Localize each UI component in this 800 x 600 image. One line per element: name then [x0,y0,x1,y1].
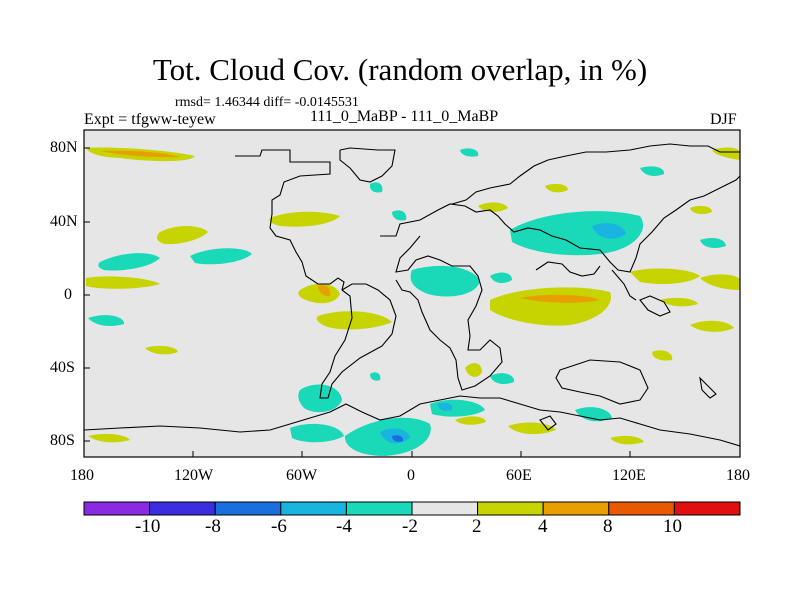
anomaly-negative [370,372,381,381]
coastline [380,175,740,273]
colorbar-box [542,501,610,516]
colorbar-label: -4 [336,516,352,537]
anomaly-positive [316,311,392,330]
colorbar-label: -10 [135,516,161,537]
coastline [699,376,717,399]
anomaly-positive [318,285,331,297]
coastline [535,261,601,277]
anomaly-positive [455,416,486,425]
difference-subtitle: 111_0_MaBP - 111_0_MaBP [310,108,499,125]
coastlines [84,143,740,447]
anomaly-negative [700,238,726,248]
anomaly-negative [490,373,515,384]
anomaly-negative [592,223,626,239]
anomaly-negative [98,253,160,271]
anomaly-negative [575,407,612,422]
colorbar-label: -2 [402,516,418,537]
colorbar-label: 10 [663,516,682,537]
anomaly-fields [86,147,740,456]
y-tick-label: 40S [50,359,75,376]
colorbar-box [673,501,741,516]
coastline [539,415,557,431]
anomaly-positive [465,363,482,377]
anomaly-positive [100,150,180,158]
coastline [395,235,503,391]
colorbar-box [149,501,216,516]
colorbar-box [608,501,675,516]
anomaly-positive [690,320,734,332]
anomaly-positive [610,435,644,445]
anomaly-positive [86,276,160,289]
anomaly-positive [88,433,130,443]
colorbar-label: -8 [205,516,221,537]
anomaly-negative [369,182,383,193]
anomaly-positive [520,294,600,303]
colorbar-label: 4 [538,516,548,537]
coastline [451,143,740,205]
colorbar-box [345,501,413,516]
y-tick-label: 40N [50,213,78,230]
x-tick-label: 120E [612,467,646,484]
coastline [555,359,649,405]
anomaly-negative [190,248,252,265]
anomaly-positive [712,147,740,160]
anomaly-negative [410,265,480,297]
coastline [339,147,396,183]
anomaly-negative [88,315,125,326]
anomaly-positive [700,274,740,290]
coastline [235,149,345,291]
colorbar-box [83,501,151,516]
plot-title: Tot. Cloud Cov. (random overlap, in %) [152,52,648,87]
coastline [639,295,671,317]
anomaly-positive [298,283,340,304]
stats-text: rmsd= 1.46344 diff= -0.0145531 [175,95,359,110]
anomaly-negative [490,272,512,284]
coastline [611,269,637,301]
anomaly-positive [478,202,508,212]
anomaly-positive [269,211,340,227]
anomaly-positive [545,183,568,193]
anomaly-negative [392,210,407,221]
y-tick-label: 80S [50,432,75,449]
colorbar-box [477,501,544,516]
season-label: DJF [710,111,737,128]
y-tick-label: 80N [50,139,78,156]
coastline [84,395,740,447]
anomaly-positive [652,350,673,361]
anomaly-positive [690,205,712,215]
experiment-label: Expt = tfgww-teyew [84,111,216,128]
x-tick-label: 60E [506,467,532,484]
colorbar-box [280,501,347,516]
anomaly-positive [630,268,700,284]
x-tick-label: 0 [407,467,415,484]
x-tick-label: 180 [70,467,94,484]
y-tick-label: 0 [64,286,72,303]
x-tick-label: 60W [286,467,318,484]
colorbar-label: 2 [472,516,482,537]
colorbar-label: -6 [271,516,287,537]
anomaly-negative [290,423,344,443]
colorbar [83,501,741,516]
x-tick-label: 180 [726,467,750,484]
axis-ticks [83,147,741,457]
anomaly-negative [438,402,453,411]
x-tick-label: 120W [174,467,214,484]
anomaly-negative [392,435,404,442]
anomaly-negative [460,148,479,157]
colorbar-box [411,501,479,516]
anomaly-positive [145,345,178,355]
coastline [319,283,397,399]
anomaly-negative [510,211,644,256]
colorbar-label: 8 [603,516,613,537]
colorbar-box [214,501,282,516]
anomaly-negative [640,166,665,176]
anomaly-positive [660,297,698,307]
anomaly-positive [157,226,208,245]
